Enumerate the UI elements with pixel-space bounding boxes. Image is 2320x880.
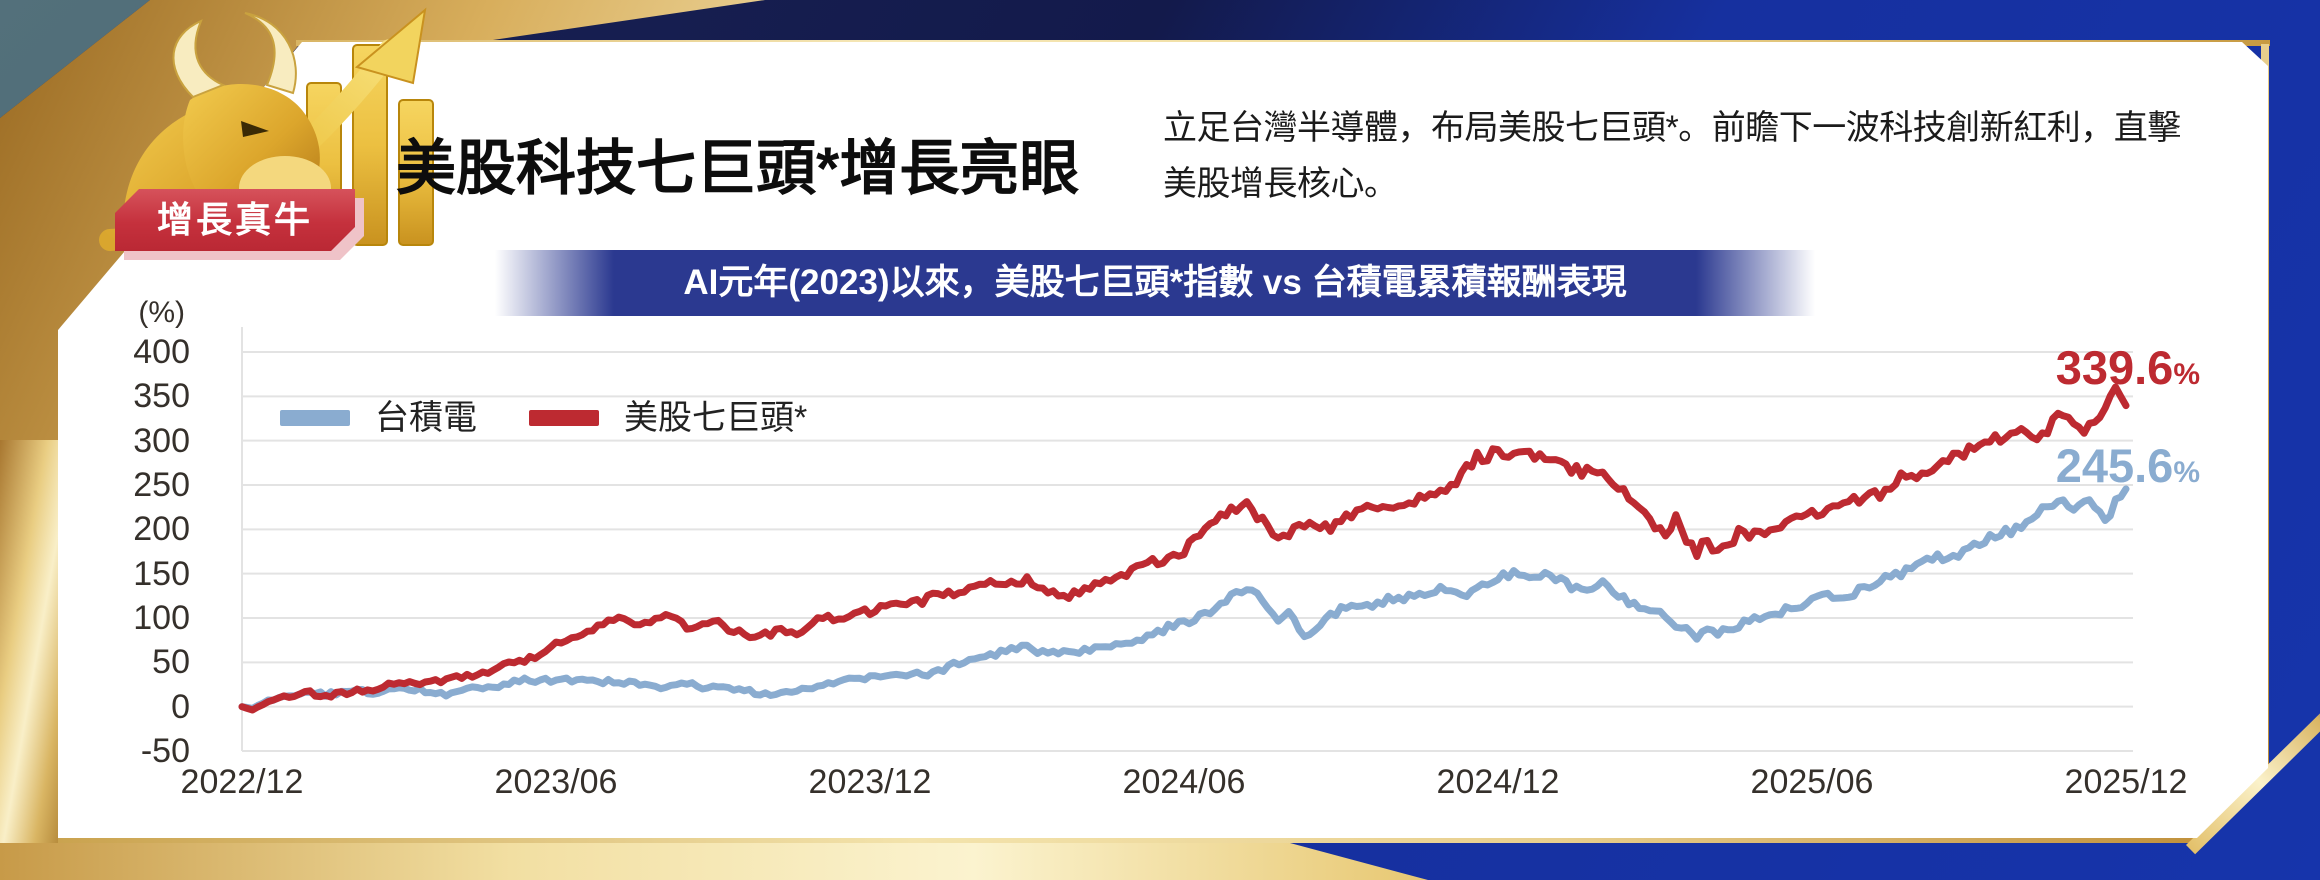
y-tick-label: 250	[133, 466, 190, 504]
x-tick-label: 2023/12	[808, 763, 932, 801]
y-tick-label: 350	[133, 377, 190, 416]
chart-title-banner: AI元年(2023)以來，美股七巨頭*指數 vs 台積電累積報酬表現	[495, 250, 1815, 316]
x-tick-label: 2024/06	[1122, 763, 1246, 801]
x-tick-label: 2025/12	[2064, 763, 2188, 801]
legend-swatch	[529, 410, 599, 426]
y-tick-label: 400	[133, 333, 190, 371]
y-tick-label: 300	[133, 421, 190, 460]
gold-frame-left	[0, 440, 58, 880]
x-tick-label: 2022/12	[180, 763, 304, 801]
chart-title: AI元年(2023)以來，美股七巨頭*指數 vs 台積電累積報酬表現	[683, 263, 1627, 302]
growth-bull-badge: 增長真牛	[115, 189, 355, 251]
y-axis-unit-label: (%)	[138, 296, 185, 329]
x-tick-label: 2024/12	[1436, 763, 1560, 801]
page-title: 美股科技七巨頭*增長亮眼	[396, 135, 1080, 203]
legend-label: 美股七巨頭*	[624, 399, 808, 437]
legend-item: 台積電	[280, 398, 477, 438]
m7-end-value-label: 339.6%	[2055, 341, 2200, 394]
y-tick-label: 50	[152, 643, 190, 682]
page-description: 立足台灣半導體，布局美股七巨頭*。前瞻下一波科技創新紅利，直擊美股增長核心。	[1163, 109, 2181, 203]
x-tick-label: 2023/06	[494, 763, 618, 801]
gold-border-bottom-line	[58, 835, 2200, 843]
badge-label: 增長真牛	[156, 199, 313, 240]
legend-label: 台積電	[375, 399, 477, 437]
chart-legend: 台積電 美股七巨頭*	[280, 398, 807, 438]
y-tick-label: 100	[133, 599, 190, 637]
x-tick-label: 2025/06	[1750, 763, 1874, 801]
legend-item: 美股七巨頭*	[529, 398, 807, 438]
y-tick-label: 0	[171, 687, 190, 726]
tsmc-end-value-label: 245.6%	[2055, 439, 2200, 492]
y-tick-label: 150	[133, 554, 190, 593]
legend-swatch	[280, 410, 350, 426]
y-tick-label: 200	[133, 510, 190, 549]
y-tick-label: -50	[140, 732, 190, 770]
